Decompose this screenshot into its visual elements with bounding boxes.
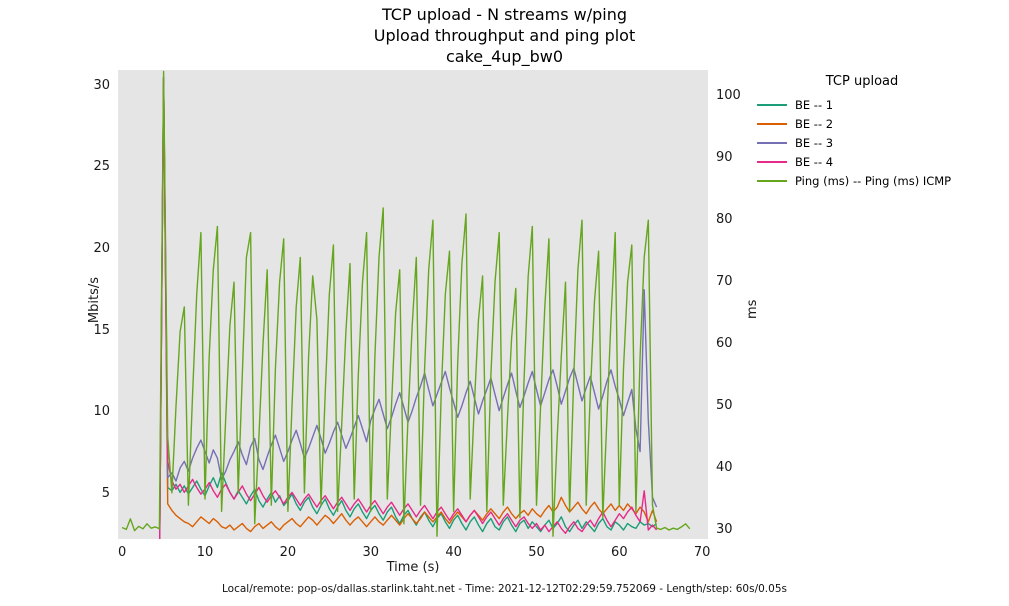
- be2-line-swatch: [757, 122, 787, 125]
- left-axis-label: Mbits/s: [87, 276, 102, 324]
- chart-title-line-2: Upload throughput and ping plot: [373, 26, 636, 45]
- plot-area: [118, 70, 708, 539]
- x-axis-label: Time (s): [386, 560, 440, 575]
- series-line-ping-ms-ping-ms-icmp: [121, 70, 691, 537]
- legend-item-be1: BE -- 1: [747, 95, 1003, 114]
- left-tick-label: 20: [93, 240, 110, 256]
- footer-metadata: Local/remote: pop-os/dallas.starlink.tah…: [222, 583, 787, 595]
- right-tick-label: 70: [716, 274, 733, 290]
- be3-line-swatch: [757, 141, 787, 144]
- legend-item-be2: BE -- 2: [747, 114, 1003, 133]
- right-tick-label: 90: [716, 150, 733, 166]
- right-tick-label: 100: [716, 88, 741, 104]
- series-line-be-2: [159, 76, 658, 539]
- x-tick-label: 30: [362, 545, 380, 560]
- chart-canvas: [121, 70, 691, 539]
- legend: TCP upload BE -- 1 BE -- 2 BE -- 3 BE --…: [747, 74, 1003, 190]
- chart-title-line-3: cake_4up_bw0: [445, 47, 564, 66]
- x-tick-label: 0: [118, 545, 127, 560]
- x-tick-label: 20: [279, 545, 297, 560]
- right-tick-label: 60: [716, 336, 733, 352]
- right-axis-label: ms: [745, 299, 760, 319]
- left-tick-label: 10: [93, 404, 110, 420]
- left-tick-label: 5: [101, 486, 110, 502]
- x-tick-label: 40: [445, 545, 462, 560]
- series-line-be-4: [159, 76, 658, 539]
- chart-title: TCP upload - N streams w/ping Upload thr…: [0, 4, 1009, 67]
- legend-title: TCP upload: [825, 74, 899, 89]
- x-tick-label: 70: [693, 545, 711, 560]
- be4-line-swatch: [757, 160, 787, 163]
- legend-label-be1: BE -- 1: [795, 97, 834, 112]
- legend-label-be2: BE -- 2: [795, 116, 834, 131]
- left-tick-label: 15: [93, 322, 110, 338]
- legend-item-be3: BE -- 3: [747, 133, 1003, 152]
- right-tick-label: 50: [716, 398, 733, 414]
- x-tick-label: 10: [196, 545, 214, 560]
- right-tick-label: 30: [716, 522, 733, 538]
- left-tick-label: 30: [93, 77, 110, 93]
- ping-line-swatch: [757, 179, 787, 182]
- legend-item-ping: Ping (ms) -- Ping (ms) ICMP: [747, 171, 1003, 190]
- legend-label-be4: BE -- 4: [795, 154, 834, 169]
- x-tick-label: 60: [611, 545, 628, 560]
- right-tick-label: 80: [716, 212, 733, 228]
- chart-title-line-1: TCP upload - N streams w/ping: [381, 5, 628, 24]
- legend-label-ping: Ping (ms) -- Ping (ms) ICMP: [795, 173, 952, 188]
- be1-line-swatch: [757, 103, 787, 106]
- series-line-be-1: [159, 76, 658, 539]
- legend-label-be3: BE -- 3: [795, 135, 834, 150]
- x-tick-label: 50: [528, 545, 545, 560]
- right-tick-label: 40: [716, 460, 733, 476]
- left-tick-label: 25: [93, 159, 110, 175]
- legend-item-be4: BE -- 4: [747, 152, 1003, 171]
